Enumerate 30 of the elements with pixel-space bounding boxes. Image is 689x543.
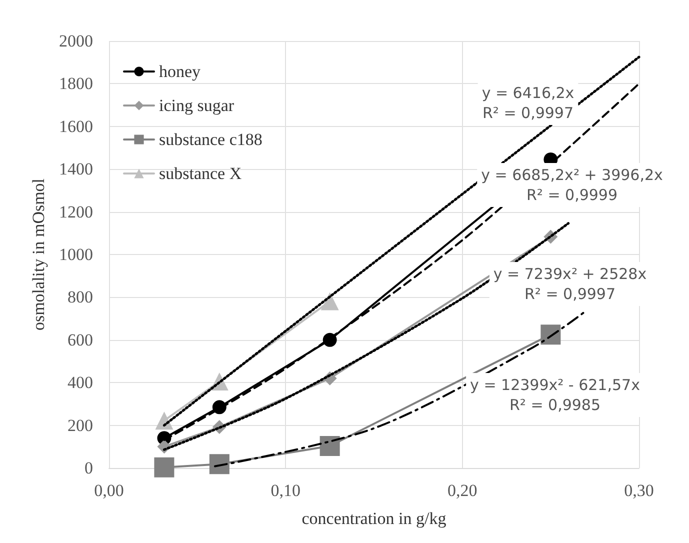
x-axis-title: concentration in g/kg xyxy=(302,509,447,528)
annotation: y = 6685,2x² + 3996,2x R² = 0,9999 xyxy=(481,166,664,204)
x-tick-label: 0,10 xyxy=(270,481,301,500)
y-tick-label: 600 xyxy=(68,330,93,350)
y-tick-label: 400 xyxy=(68,373,93,392)
x-tick-label: 0,20 xyxy=(447,481,478,500)
annotation: y = 12399x² - 621,57x R² = 0,9985 xyxy=(470,376,640,414)
y-tick-label: 1800 xyxy=(59,74,93,94)
x-tick-label: 0,00 xyxy=(94,481,124,500)
legend-label: icing sugar xyxy=(159,96,234,115)
y-tick-label: 1600 xyxy=(59,116,93,136)
legend-label: honey xyxy=(159,62,202,81)
y-tick-label: 800 xyxy=(68,288,93,307)
y-tick-label: 200 xyxy=(68,416,93,435)
y-tick-label: 2000 xyxy=(59,32,93,50)
annotation: y = 6416,2x R² = 0,9997 xyxy=(482,84,574,122)
point xyxy=(320,292,339,310)
y-tick-label: 1200 xyxy=(59,202,93,222)
point xyxy=(320,436,340,456)
annotation: y = 7239x² + 2528x R² = 0,9997 xyxy=(493,265,647,303)
point xyxy=(154,457,174,478)
point xyxy=(209,454,230,474)
y-tick-label: 1000 xyxy=(59,245,93,264)
legend-label: substance X xyxy=(159,164,242,183)
x-tick-label: 0,30 xyxy=(624,481,654,500)
y-tick-label: 0 xyxy=(84,458,93,478)
y-tick-label: 1400 xyxy=(59,160,93,179)
legend-label: substance c188 xyxy=(159,130,262,149)
y-axis-title: osmolality in mOsmol xyxy=(29,178,48,331)
point xyxy=(540,324,561,345)
